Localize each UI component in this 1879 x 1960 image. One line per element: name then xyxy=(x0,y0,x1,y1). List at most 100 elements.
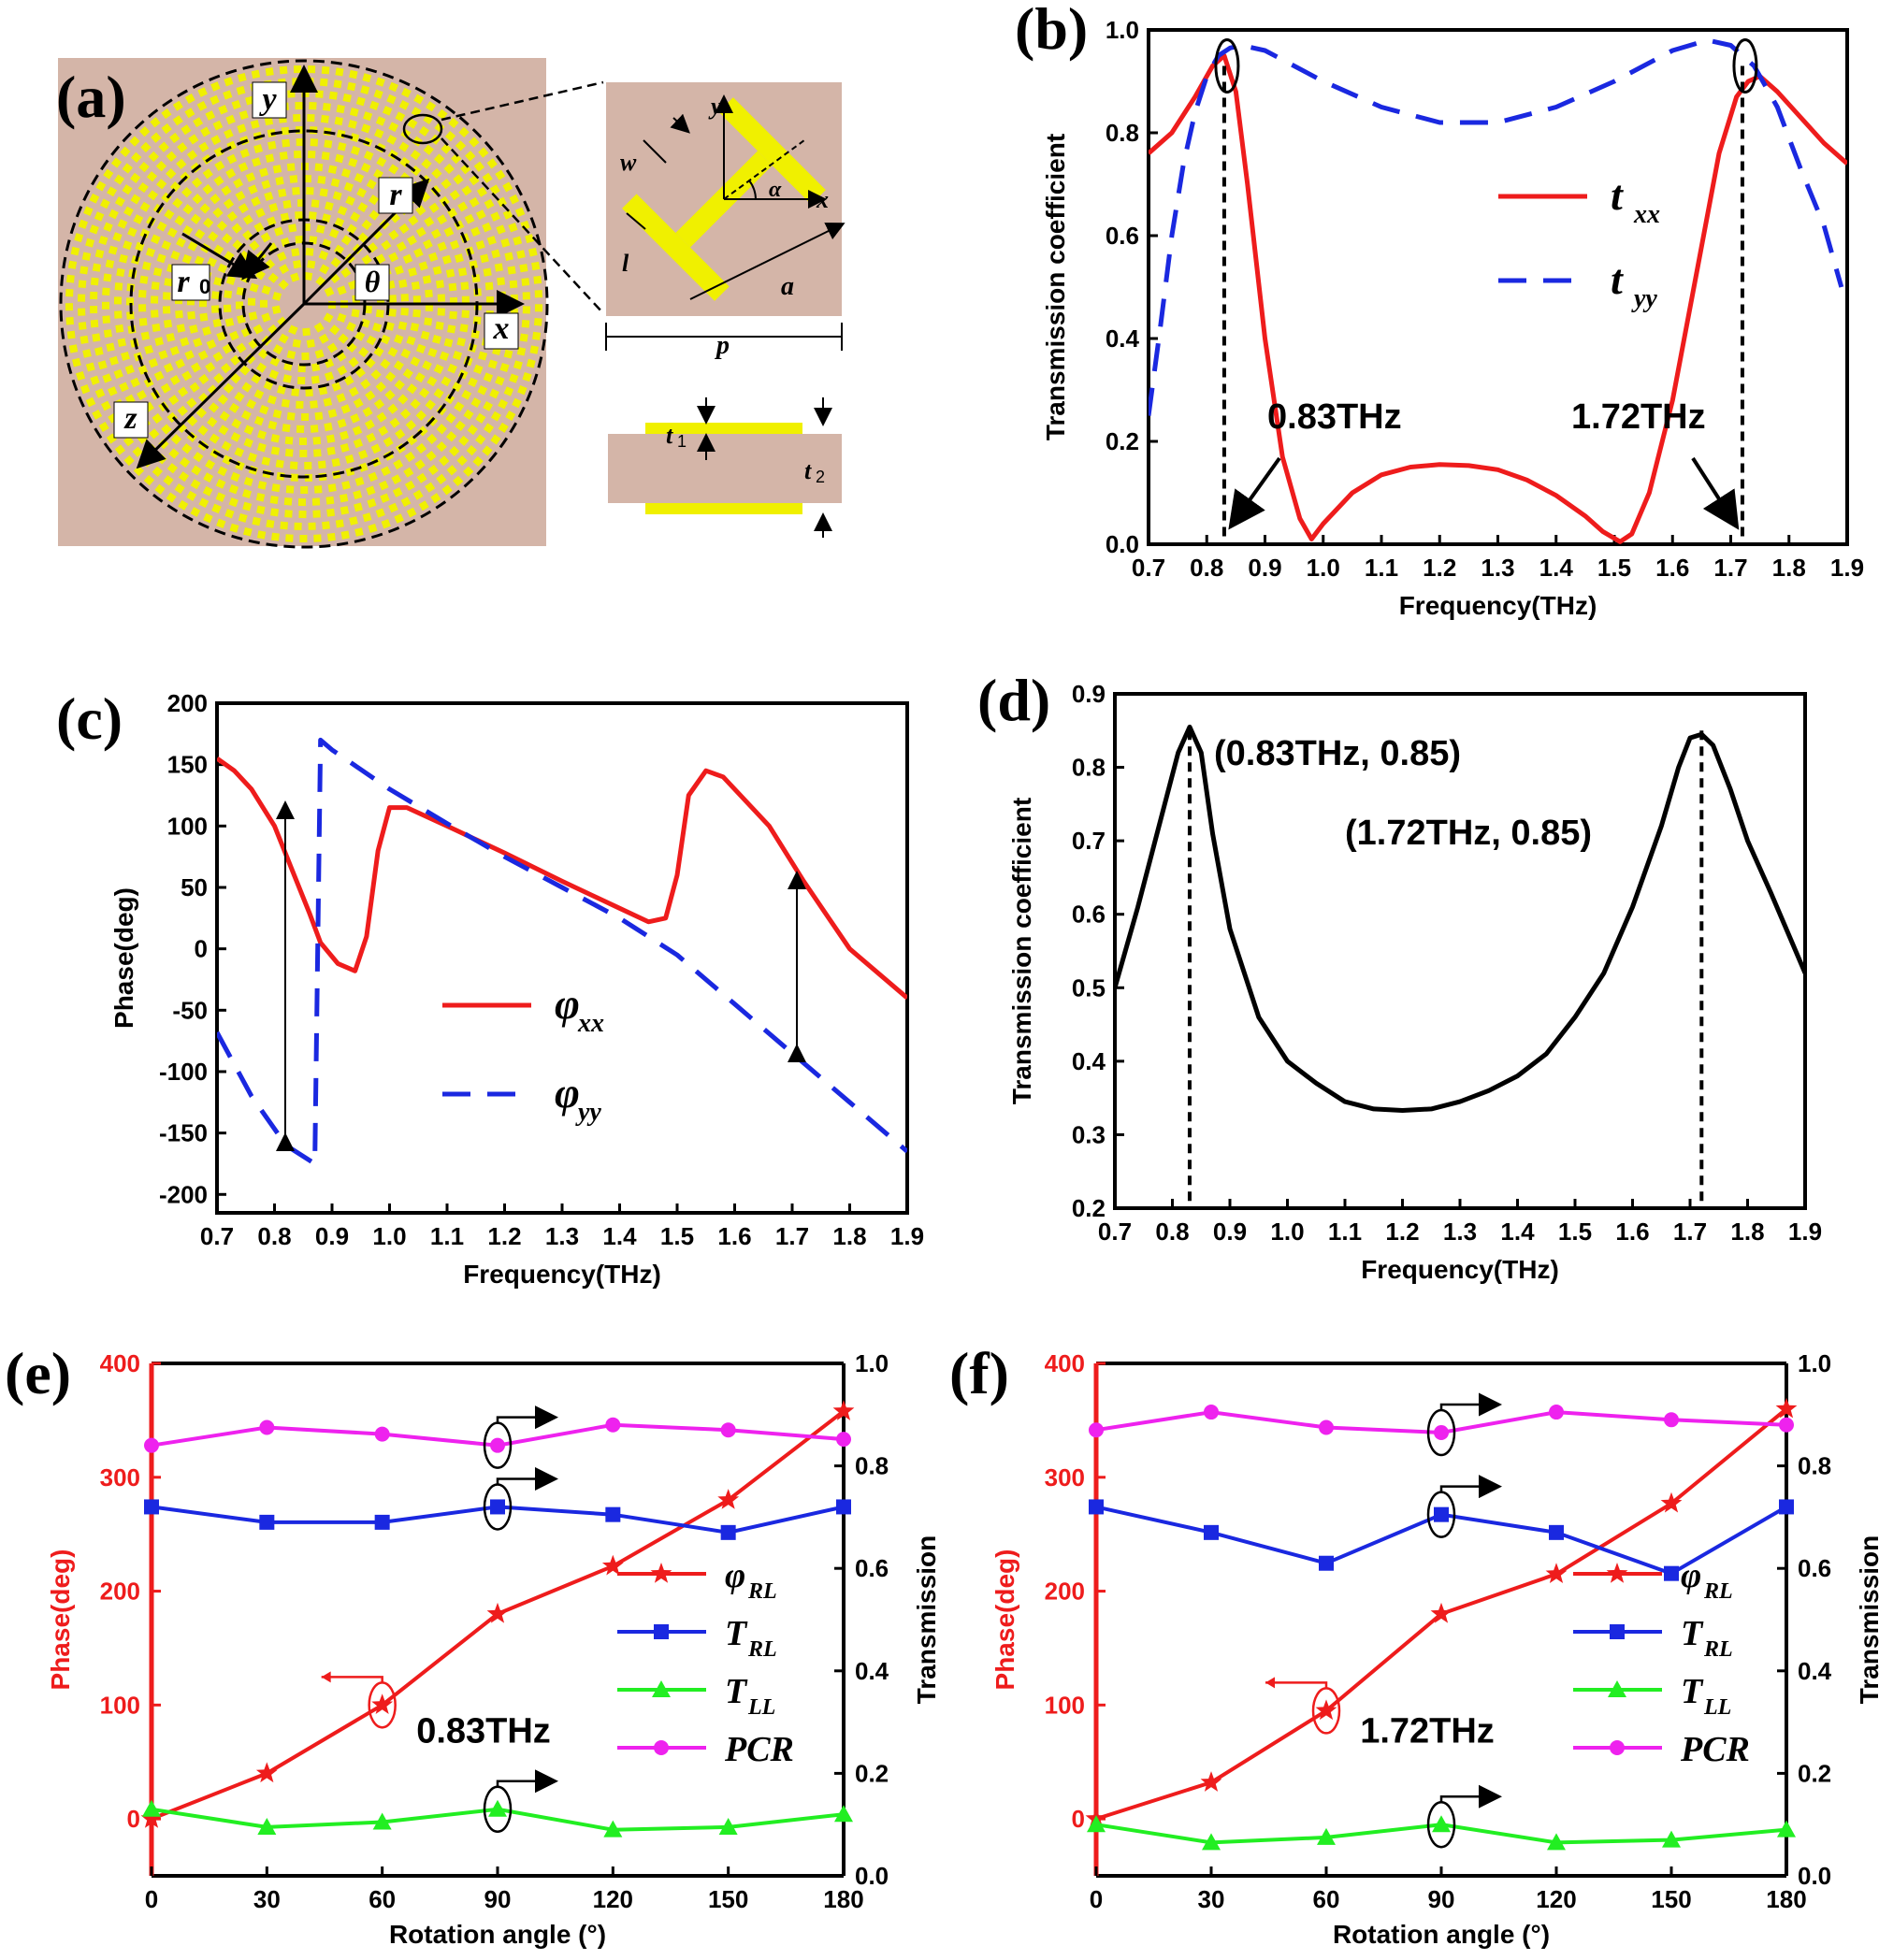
y-tick-label: 300 xyxy=(1045,1463,1085,1492)
meta-atom xyxy=(349,108,359,117)
meta-atom xyxy=(81,252,92,261)
meta-atom xyxy=(166,168,177,180)
y2-tick-label: 0.2 xyxy=(855,1759,889,1787)
meta-atom xyxy=(388,81,398,93)
meta-atom xyxy=(265,153,275,163)
meta-atom xyxy=(410,323,420,332)
meta-atom xyxy=(241,410,252,421)
meta-atom xyxy=(375,508,385,518)
meta-atom xyxy=(191,362,201,373)
x-tick-label: 1.3 xyxy=(1481,554,1514,582)
meta-atom xyxy=(449,239,460,250)
meta-atom xyxy=(326,342,338,353)
marker-triangle xyxy=(1202,1833,1221,1851)
meta-atom xyxy=(286,350,296,360)
meta-atom xyxy=(360,378,371,390)
y-tick-label: 0.3 xyxy=(1072,1120,1106,1148)
y2-tick-label: 0.4 xyxy=(1798,1657,1832,1685)
x-tick-label: 1.8 xyxy=(1772,554,1806,582)
meta-atom xyxy=(502,209,513,220)
meta-atom xyxy=(65,303,74,311)
meta-atom xyxy=(280,212,290,222)
meta-atom xyxy=(489,184,500,195)
meta-atom xyxy=(516,250,526,259)
meta-atom xyxy=(281,398,291,408)
meta-atom xyxy=(297,364,306,373)
meta-atom xyxy=(312,449,322,457)
meta-atom xyxy=(205,110,216,121)
meta-atom xyxy=(234,391,245,402)
y-tick-label: 100 xyxy=(1045,1691,1085,1719)
meta-atom xyxy=(310,138,319,147)
meta-atom xyxy=(284,448,294,457)
marker-square xyxy=(1779,1499,1794,1515)
meta-atom xyxy=(306,77,314,86)
meta-atom xyxy=(317,175,326,184)
legend-phixx-sub: xx xyxy=(577,1009,604,1038)
meta-atom xyxy=(158,141,169,152)
meta-atom xyxy=(306,339,315,349)
meta-atom xyxy=(412,489,424,500)
meta-atom xyxy=(65,316,74,325)
meta-atom xyxy=(310,425,319,433)
meta-atom xyxy=(114,282,123,291)
meta-atom xyxy=(360,162,371,173)
meta-atom xyxy=(362,73,372,83)
meta-atom xyxy=(386,135,397,145)
meta-atom xyxy=(470,329,480,339)
marker-star xyxy=(140,1808,163,1828)
meta-atom xyxy=(504,252,513,262)
meta-atom xyxy=(307,65,316,74)
meta-atom xyxy=(436,424,447,435)
meta-atom xyxy=(114,310,123,319)
meta-atom xyxy=(129,136,140,147)
panel-label-d: (d) xyxy=(977,667,1050,733)
meta-atom xyxy=(267,420,278,430)
meta-atom xyxy=(213,372,224,384)
meta-atom xyxy=(268,203,279,212)
meta-atom xyxy=(326,446,336,455)
meta-atom xyxy=(114,196,125,208)
marker-square xyxy=(654,1624,669,1639)
legend-sub-0: RL xyxy=(747,1579,777,1604)
x-tick-label: 1.4 xyxy=(1539,554,1574,582)
meta-atom xyxy=(431,167,442,180)
marker-circle xyxy=(836,1432,851,1448)
meta-atom xyxy=(275,459,284,468)
x-tick-label: 1.0 xyxy=(372,1222,406,1250)
meta-atom xyxy=(197,87,208,97)
meta-atom xyxy=(260,232,271,243)
y-tick-label: 0.6 xyxy=(1106,222,1139,250)
meta-atom xyxy=(379,480,389,491)
meta-atom xyxy=(78,322,87,330)
meta-atom xyxy=(295,235,304,244)
meta-atom xyxy=(252,516,261,526)
meta-atom xyxy=(279,264,290,275)
meta-atom xyxy=(343,181,354,193)
y-tick-label: 400 xyxy=(1045,1349,1085,1377)
y-tick-label: 0.4 xyxy=(1072,1047,1106,1075)
meta-atom xyxy=(395,111,406,122)
meta-atom xyxy=(235,191,246,201)
meta-atom xyxy=(428,202,440,213)
meta-atom xyxy=(447,324,456,334)
annotation-peak-083: (0.83THz, 0.85) xyxy=(1214,734,1461,773)
meta-atom xyxy=(292,339,301,348)
meta-atom xyxy=(388,229,399,240)
marker-circle xyxy=(1089,1422,1104,1438)
meta-atom xyxy=(308,522,316,530)
x-tick-label: 1.6 xyxy=(1615,1218,1649,1246)
meta-atom xyxy=(197,350,209,361)
meta-atom xyxy=(408,267,418,277)
x-tick-label: 1.3 xyxy=(1443,1218,1477,1246)
meta-atom xyxy=(425,289,433,298)
meta-atom xyxy=(384,389,396,401)
x-tick-label: 0 xyxy=(1090,1885,1103,1913)
meta-atom xyxy=(328,91,338,100)
meta-atom xyxy=(202,183,213,195)
y2-tick-label: 0.4 xyxy=(855,1657,889,1685)
meta-atom xyxy=(225,168,237,179)
y2-tick-label: 1.0 xyxy=(855,1349,889,1377)
meta-atom xyxy=(514,207,526,218)
legend-text-1: T xyxy=(1681,1614,1704,1653)
